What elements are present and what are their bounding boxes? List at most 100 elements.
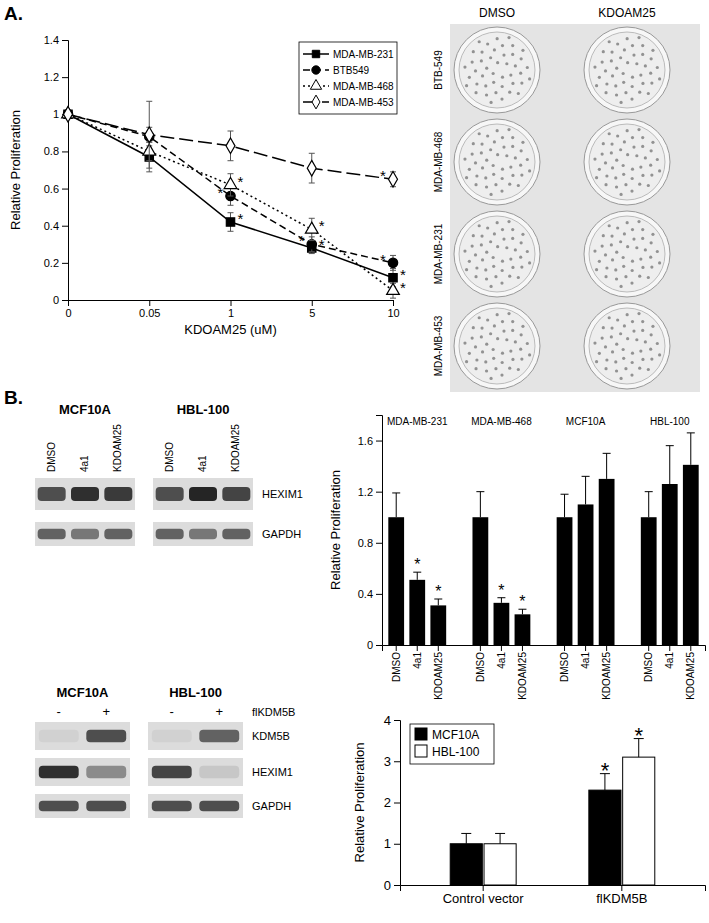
tick-label: 4a1 (664, 652, 675, 669)
tick: 1.6 (358, 435, 382, 447)
blot-band (222, 529, 250, 540)
marker (307, 240, 316, 249)
tick-mark (690, 645, 691, 651)
annotation: * (380, 167, 386, 184)
tick: 0.8 (358, 537, 382, 549)
legend: MDA-MB-231BTB549MDA-MB-468MDA-MB-453 (299, 42, 397, 114)
bar (623, 757, 655, 885)
lane-label: + (215, 704, 223, 719)
tick: 1 (228, 300, 234, 319)
tick: KDOAM25 (685, 645, 696, 700)
blot-membrane (35, 478, 135, 510)
tick: 4 (384, 713, 400, 728)
annotation: * (414, 556, 420, 573)
marker (388, 258, 397, 267)
tick-mark (376, 645, 382, 646)
tick: 1 (384, 836, 400, 851)
legend-item: MDA-MB-468 (303, 79, 394, 92)
tick: DMSO (559, 645, 570, 682)
tick: 1.2 (44, 71, 68, 83)
tick-mark (394, 844, 400, 845)
tick-mark (376, 543, 382, 544)
axis-line (62, 41, 69, 301)
bar (388, 517, 404, 645)
legend-item: MDA-MB-453 (303, 95, 394, 109)
figure: A.B.00.20.40.60.811.21.400.051510KDOAM25… (0, 0, 709, 923)
culture-plate (454, 303, 540, 389)
bar (683, 465, 699, 645)
tick: 4a1 (580, 645, 591, 669)
marker (226, 138, 235, 154)
tick-mark (231, 300, 232, 306)
tick-mark (417, 645, 418, 651)
bar (662, 484, 678, 645)
tick-label: 1 (228, 307, 234, 319)
marker (145, 127, 154, 143)
tick-mark (522, 645, 523, 651)
blot-band (104, 487, 132, 501)
legend-item: BTB549 (303, 65, 370, 76)
tick-label: KDOAM25 (685, 652, 696, 700)
tick: 10 (387, 300, 399, 319)
tick: 2 (384, 795, 400, 810)
tick: 0.4 (358, 588, 382, 600)
bar (515, 614, 531, 645)
annotation: * (498, 582, 504, 599)
tick-label: 0 (367, 639, 373, 651)
blot-band (71, 487, 99, 501)
axis-title: Relative Proliferation (352, 743, 367, 863)
marker (305, 222, 318, 233)
y-axis: 00.20.40.60.811.21.4 (44, 34, 69, 306)
lane-label: 4a1 (197, 455, 208, 472)
blot-band (38, 529, 66, 540)
column-label: DMSO (479, 6, 515, 20)
row-label: MDA-MB-231 (433, 223, 444, 284)
blot-row-label: GAPDH (252, 800, 291, 812)
tick-mark (62, 263, 68, 264)
y-axis: 01234 (384, 713, 401, 893)
tick-mark (376, 594, 382, 595)
tick-label: KDOAM25 (433, 652, 444, 700)
tick-mark (62, 300, 68, 301)
culture-plate (584, 27, 670, 113)
tick-label: DMSO (475, 652, 486, 682)
tick-mark (394, 885, 400, 886)
blot-membrane (148, 722, 243, 750)
tick-mark (393, 300, 394, 306)
tick-label: 0 (384, 878, 391, 893)
blot-band (199, 801, 239, 812)
bar (589, 790, 621, 885)
marker (224, 178, 237, 189)
tick-label: 5 (309, 307, 315, 319)
annotation: * (601, 758, 610, 783)
bar (557, 517, 573, 645)
blot-title: HBL-100 (169, 685, 222, 700)
tick-label: 0.2 (44, 257, 59, 269)
error-bar (582, 476, 590, 504)
blot-band (39, 730, 79, 742)
annotation: * (238, 173, 244, 190)
tick-label: flKDM5B (596, 891, 647, 906)
legend-item: MCF10A (415, 728, 479, 742)
tick: DMSO (643, 645, 654, 682)
error-bar (603, 453, 611, 479)
series-line (68, 114, 393, 263)
blot-band (199, 766, 239, 778)
plate-photo-background (450, 24, 700, 392)
tick-label: DMSO (391, 652, 402, 682)
blot-lane-title: flKDM5B (252, 706, 295, 718)
error-bar (392, 493, 400, 517)
blot-row-label: KDM5B (252, 730, 290, 742)
tick-mark (62, 189, 68, 190)
axis-line (376, 416, 383, 646)
legend-label: MCF10A (432, 728, 479, 742)
blot-membrane (148, 758, 243, 786)
tick-mark (376, 492, 382, 493)
tick-mark (396, 645, 397, 651)
blot-band (222, 487, 250, 501)
row-label: MDA-MB-453 (433, 315, 444, 376)
tick-mark (483, 885, 484, 891)
tick-label: 0.6 (44, 183, 59, 195)
blot-band (86, 766, 126, 778)
tick-label: KDOAM25 (517, 652, 528, 700)
